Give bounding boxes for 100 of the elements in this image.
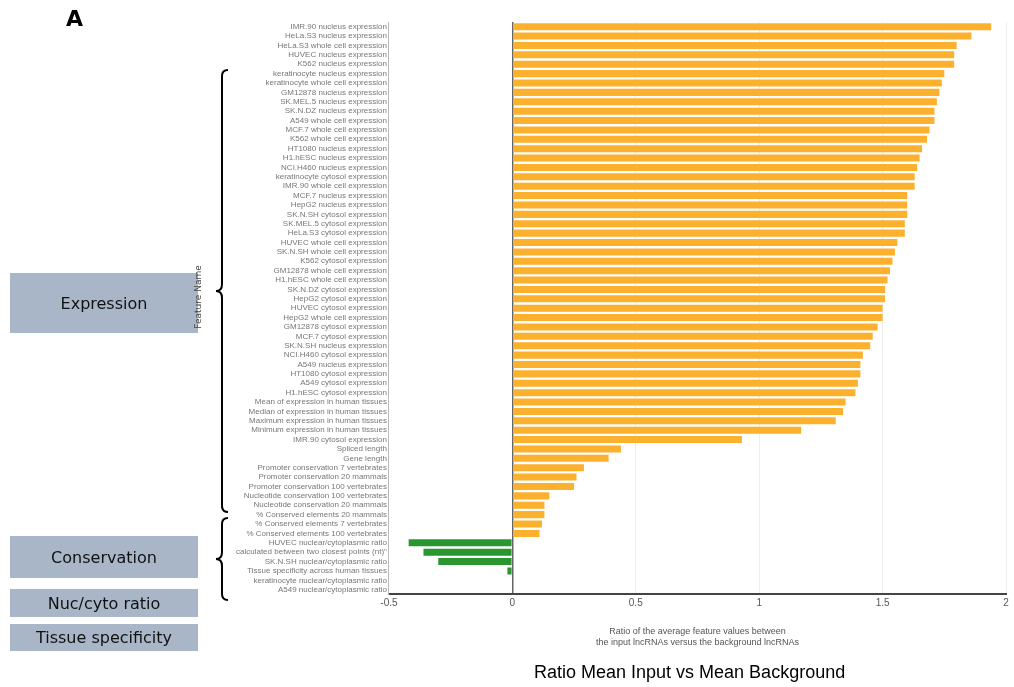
bar xyxy=(513,426,802,434)
bar xyxy=(513,379,858,387)
y-tick-label: SK.N.SH nucleus expression xyxy=(284,340,387,350)
y-tick-label: GM12878 cytosol expression xyxy=(283,322,387,332)
bar xyxy=(513,267,890,275)
bar xyxy=(513,23,992,31)
y-tick-label: HT1080 nucleus expression xyxy=(287,143,387,153)
y-tick-label: Promoter conservation 100 vertebrates xyxy=(248,481,387,491)
bar xyxy=(513,276,888,284)
bar xyxy=(513,473,577,481)
bar xyxy=(513,389,856,397)
y-tick-label: IMR.90 whole cell expression xyxy=(282,181,387,191)
y-tick-label: A549 nuclear/cytoplasmic ratio xyxy=(277,584,388,594)
x-tick-label: 0.5 xyxy=(628,597,644,609)
bar xyxy=(513,117,935,125)
y-tick-label: HeLa.S3 cytosol expression xyxy=(287,228,387,238)
y-tick-label: keratinocyte nucleus expression xyxy=(273,68,387,78)
text: Tissue specificity xyxy=(10,624,198,651)
y-tick-label: % Conserved elements 7 vertebrates xyxy=(255,519,387,529)
y-tick-label: A549 nucleus expression xyxy=(297,359,387,369)
y-tick-label: SK.N.SH whole cell expression xyxy=(276,247,387,257)
y-tick-label: Promoter conservation 7 vertebrates xyxy=(257,462,387,472)
y-tick-label: keratinocyte cytosol expression xyxy=(275,172,387,182)
y-tick-label: HT1080 cytosol expression xyxy=(290,369,387,379)
bar xyxy=(513,436,742,444)
bar xyxy=(513,60,955,68)
y-tick-label: keratinocyte nuclear/cytoplasmic ratio xyxy=(253,575,388,585)
bar xyxy=(513,314,883,322)
text: Conservation xyxy=(10,536,198,578)
y-tick-label: % Conserved elements 100 vertebrates xyxy=(246,528,387,538)
y-tick-label: HepG2 cytosol expression xyxy=(293,294,387,304)
bar xyxy=(513,201,908,209)
y-tick-label: MCF.7 nucleus expression xyxy=(293,190,387,200)
bar xyxy=(513,239,898,247)
bar xyxy=(513,182,915,190)
text: A xyxy=(66,6,84,31)
bar xyxy=(513,154,920,162)
bar xyxy=(513,407,844,415)
bar xyxy=(513,454,609,462)
bar xyxy=(423,548,512,556)
y-tick-label: Nucleotide conservation 20 mammals xyxy=(253,500,387,510)
bar xyxy=(513,173,915,181)
x-axis-title: Ratio of the average feature values between the input lncRNAs versus the background lncRNAs xyxy=(595,626,800,648)
bar xyxy=(513,70,945,78)
y-tick-label: MCF.7 cytosol expression xyxy=(295,331,387,341)
text: Ratio Mean Input vs Mean Background xyxy=(534,662,846,683)
y-tick-label: IMR.90 cytosol expression xyxy=(293,434,387,444)
y-tick-label: H1.hESC nucleus expression xyxy=(282,153,387,163)
x-tick-label: 1 xyxy=(756,597,763,609)
bar xyxy=(513,257,893,265)
y-tick-label: HUVEC nuclear/cytoplasmic ratio xyxy=(268,537,388,547)
y-tick-label: K562 cytosol expression xyxy=(300,256,387,266)
bar xyxy=(513,220,905,228)
bar xyxy=(513,135,928,143)
y-tick-label: H1.hESC cytosol expression xyxy=(285,387,387,397)
y-tick-label: HepG2 whole cell expression xyxy=(283,312,387,322)
y-tick-label: MCF.7 whole cell expression xyxy=(285,125,387,135)
bar xyxy=(513,285,886,293)
y-tick-label: Nucleotide conservation 100 vertebrates xyxy=(243,491,387,501)
bar xyxy=(513,464,584,472)
bar xyxy=(513,126,930,134)
y-tick-label: GM12878 nucleus expression xyxy=(281,87,387,97)
bar xyxy=(513,210,908,218)
bar xyxy=(513,492,550,500)
bar xyxy=(513,32,972,40)
bar xyxy=(513,445,621,453)
y-tick-label: SK.MEL.5 nucleus expression xyxy=(280,96,387,106)
bar xyxy=(513,79,942,87)
bar xyxy=(513,351,863,359)
y-tick-label: keratinocyte whole cell expression xyxy=(265,78,387,88)
y-tick-label: K562 whole cell expression xyxy=(289,134,387,144)
y-tick-label: SK.N.DZ cytosol expression xyxy=(287,284,387,294)
y-tick-label: Minimum expression in human tissues xyxy=(251,425,387,435)
y-tick-label: Promoter conservation 20 mammals xyxy=(258,472,387,482)
bar xyxy=(513,163,918,171)
bar xyxy=(513,398,846,406)
bar xyxy=(513,88,940,96)
y-tick-label: HUVEC whole cell expression xyxy=(280,237,387,247)
y-tick-label: Gene length xyxy=(343,453,387,463)
bar xyxy=(513,229,905,237)
bar xyxy=(513,145,923,153)
bar xyxy=(507,567,512,575)
text: Nuc/cyto ratio xyxy=(10,589,198,617)
y-tick-label: A549 whole cell expression xyxy=(289,115,387,125)
y-tick-label: HUVEC cytosol expression xyxy=(290,303,387,313)
y-tick-label: K562 nucleus expression xyxy=(297,59,387,69)
y-tick-label: SK.N.DZ nucleus expression xyxy=(284,106,387,116)
bar xyxy=(513,501,545,509)
y-tick-label: A549 cytosol expression xyxy=(300,378,387,388)
bar xyxy=(513,248,895,256)
bar xyxy=(513,192,908,200)
bar xyxy=(513,304,883,312)
bar xyxy=(513,323,878,331)
y-tick-label: Median of expression in human tissues xyxy=(248,406,387,416)
bar xyxy=(438,558,512,566)
y-tick-label: GM12878 whole cell expression xyxy=(273,265,387,275)
y-tick-label: SK.N.SH cytosol expression xyxy=(286,209,387,219)
y-tick-label: SK.N.SH nuclear/cytoplasmic ratio xyxy=(264,556,388,566)
y-tick-label: IMR.90 nucleus expression xyxy=(290,21,387,31)
bar xyxy=(513,332,873,340)
